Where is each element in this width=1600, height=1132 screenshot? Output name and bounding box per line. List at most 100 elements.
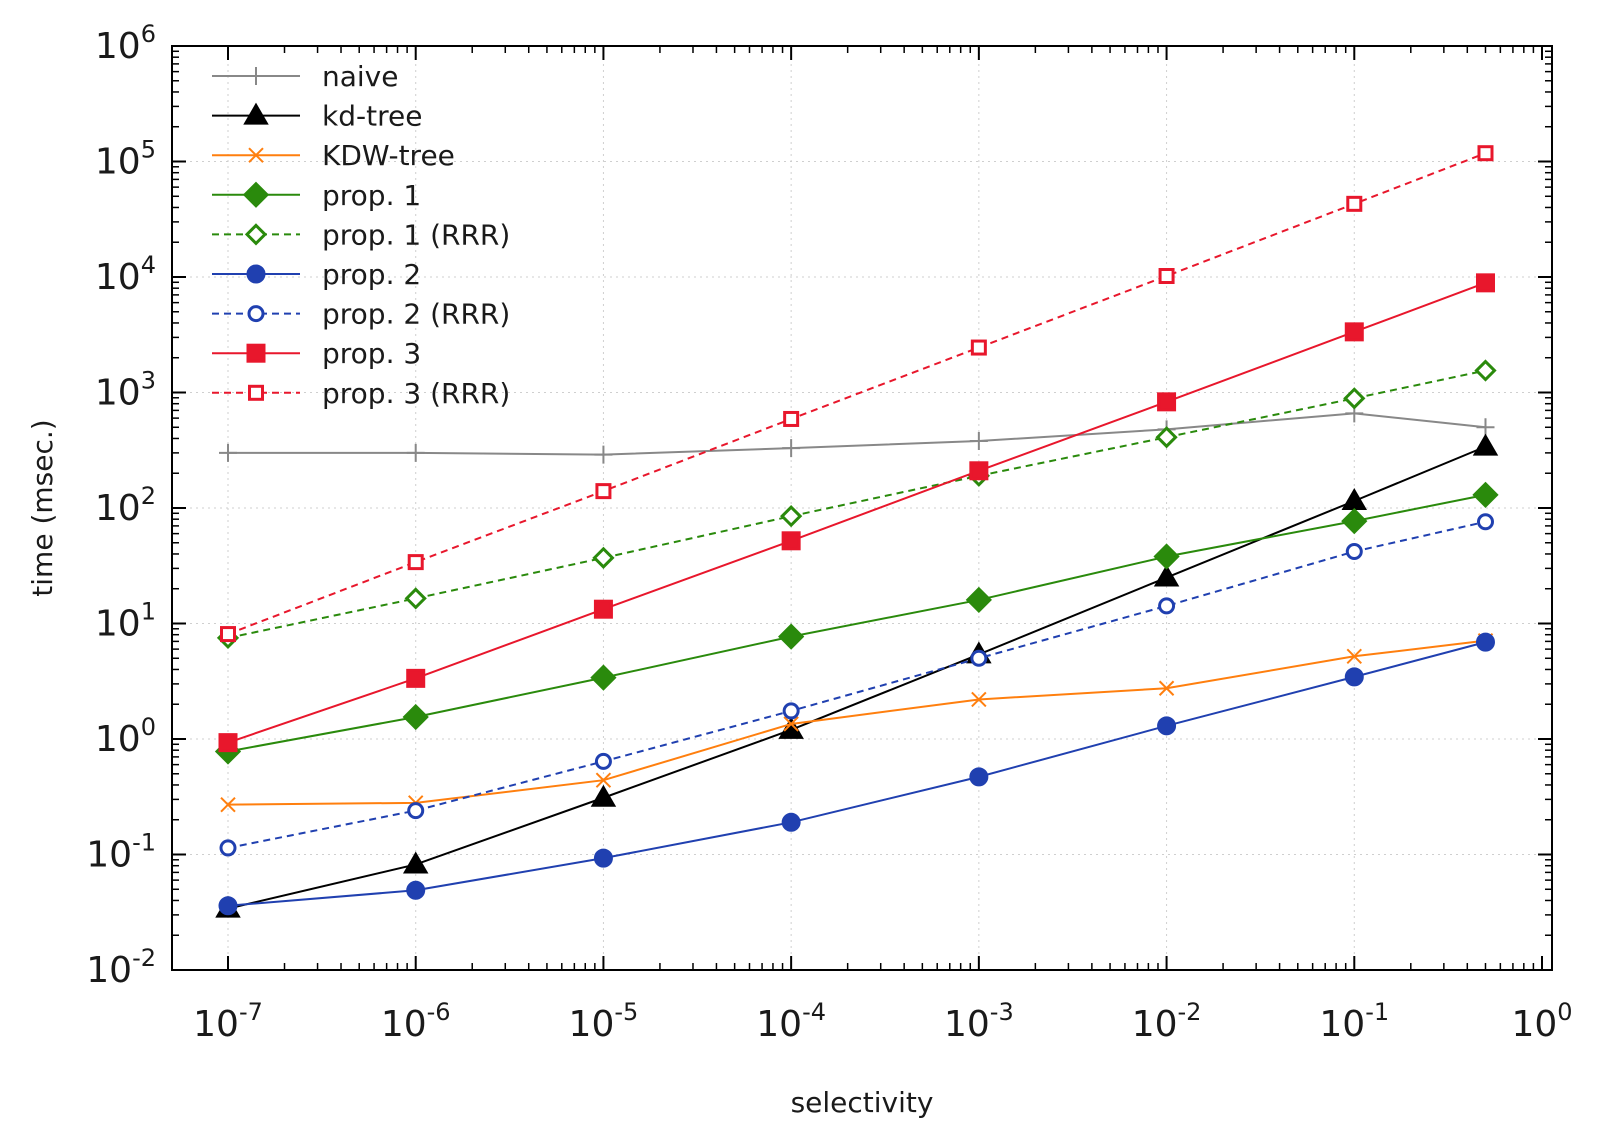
x-tick-label: 10-6 xyxy=(381,998,451,1045)
axis-ticks xyxy=(172,45,1552,971)
tick-base: 10 xyxy=(944,1004,990,1045)
tick-exponent: -2 xyxy=(132,944,156,972)
data-point xyxy=(971,691,987,708)
data-point xyxy=(1158,680,1175,696)
series-prop-2-rrr- xyxy=(219,513,1494,857)
legend-swatch-marker xyxy=(246,343,266,363)
data-point xyxy=(970,339,987,356)
data-point xyxy=(404,587,427,610)
data-point xyxy=(1158,268,1175,285)
tick-base: 10 xyxy=(381,1004,427,1045)
data-point xyxy=(407,554,424,571)
series-line xyxy=(227,520,1486,849)
legend-entry: prop. 2 xyxy=(212,258,421,291)
y-axis-label: time (msec.) xyxy=(26,419,59,596)
y-tick-label: 103 xyxy=(95,367,156,414)
data-point xyxy=(778,716,804,739)
y-tick-label: 102 xyxy=(95,482,156,529)
data-point xyxy=(1476,418,1495,437)
data-point xyxy=(1341,507,1368,535)
data-point xyxy=(593,599,613,619)
data-point xyxy=(220,626,236,643)
data-point xyxy=(965,586,992,614)
legend-swatch-marker xyxy=(247,305,265,323)
legend-swatch-marker xyxy=(246,264,266,284)
data-point xyxy=(218,896,238,916)
series-prop-3-rrr- xyxy=(220,145,1494,643)
data-point xyxy=(1475,632,1495,652)
series-line xyxy=(228,412,1486,456)
legend-swatch-marker xyxy=(248,384,264,401)
x-tick-label: 10-1 xyxy=(1319,998,1389,1045)
tick-exponent: 0 xyxy=(141,713,156,741)
tick-base: 10 xyxy=(95,604,141,645)
legend-entry: naive xyxy=(212,60,398,93)
legend-swatch-marker xyxy=(247,67,265,85)
data-point xyxy=(1344,322,1364,342)
tick-exponent: 1 xyxy=(141,598,156,626)
data-point xyxy=(595,772,612,788)
tick-base: 10 xyxy=(95,257,141,298)
tick-exponent: -7 xyxy=(239,998,263,1026)
tick-exponent: -6 xyxy=(427,998,451,1026)
tick-exponent: -1 xyxy=(132,829,156,857)
series-line xyxy=(227,641,1486,907)
legend-label: naive xyxy=(322,60,398,93)
data-point xyxy=(590,784,617,807)
y-tick-label: 106 xyxy=(95,20,156,67)
legend-entry: prop. 1 xyxy=(212,179,421,212)
y-tick-label: 100 xyxy=(95,713,156,760)
data-point xyxy=(1346,195,1363,212)
data-point xyxy=(1472,433,1499,456)
data-point xyxy=(783,410,800,427)
legend-entry: prop. 3 (RRR) xyxy=(212,377,510,410)
tick-base: 10 xyxy=(95,373,141,414)
data-point xyxy=(594,752,612,770)
series-line xyxy=(227,493,1486,753)
legend-swatch-marker xyxy=(244,223,268,246)
series-prop-1 xyxy=(214,481,1499,765)
data-point xyxy=(782,702,800,720)
data-point xyxy=(970,649,988,667)
data-point xyxy=(1155,426,1178,449)
tick-exponent: 2 xyxy=(141,482,156,510)
series-line xyxy=(227,152,1486,636)
tick-exponent: 4 xyxy=(141,251,156,279)
x-tick-label: 10-3 xyxy=(944,998,1014,1045)
tick-base: 10 xyxy=(1511,1004,1557,1045)
tick-exponent: 0 xyxy=(1557,998,1572,1026)
tick-base: 10 xyxy=(86,950,132,991)
series-layer xyxy=(214,145,1499,918)
tick-base: 10 xyxy=(1132,1004,1178,1045)
data-point xyxy=(781,812,801,832)
y-tick-label: 105 xyxy=(95,136,156,183)
legend-swatch-marker xyxy=(243,102,269,125)
x-tick-labels: 10-7 10-6 10-5 10-4 10-3 10-2 10-1 100 xyxy=(193,998,1572,1045)
data-point xyxy=(592,546,615,569)
tick-exponent: -3 xyxy=(990,998,1014,1026)
legend-label: prop. 2 xyxy=(322,258,421,291)
data-point xyxy=(406,880,426,900)
series-prop-1-rrr- xyxy=(216,359,1497,650)
data-point xyxy=(778,623,805,650)
tick-base: 10 xyxy=(569,1004,615,1045)
data-point xyxy=(1157,392,1177,412)
tick-base: 10 xyxy=(95,142,141,183)
tick-exponent: 5 xyxy=(141,136,156,164)
data-point xyxy=(407,802,425,820)
data-point xyxy=(593,848,613,868)
data-point xyxy=(1158,597,1176,615)
series-naive xyxy=(219,404,1495,464)
x-tick-label: 10-2 xyxy=(1132,998,1202,1045)
data-point xyxy=(783,716,799,732)
data-point xyxy=(782,439,801,458)
x-tick-label: 100 xyxy=(1511,998,1572,1045)
data-point xyxy=(781,531,801,551)
x-tick-label: 10-4 xyxy=(756,998,826,1045)
x-tick-label: 10-5 xyxy=(569,998,639,1045)
series-line xyxy=(227,639,1486,806)
legend-swatch-marker xyxy=(242,181,270,208)
tick-exponent: -2 xyxy=(1178,998,1202,1026)
